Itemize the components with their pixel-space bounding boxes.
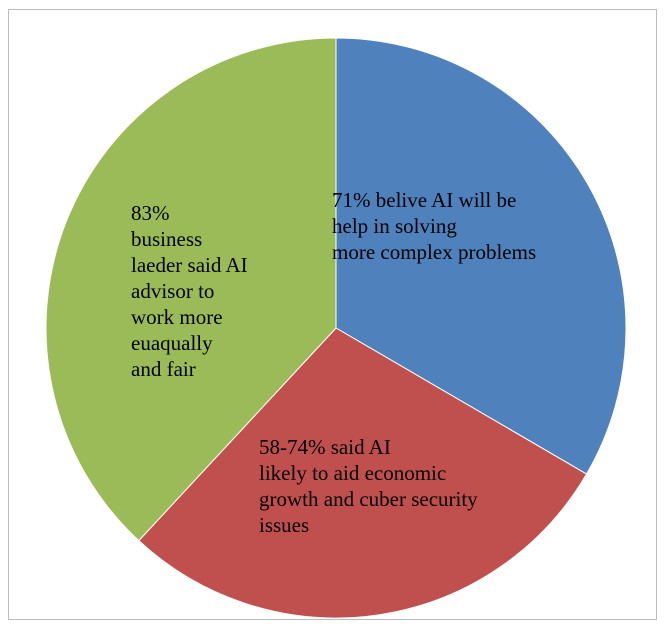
chart-frame: 71% belive AI will be help in solving mo…	[8, 9, 657, 620]
pie-slice-business-leader	[45, 37, 337, 542]
slice-label-business-leader: 83% business laeder said AI advisor to w…	[131, 201, 248, 381]
slice-label-economic-growth: 58-74% said AI likely to aid economic gr…	[259, 435, 478, 537]
pie-slice-economic-growth	[138, 327, 588, 619]
pie-slice-ai-complex-problems	[335, 37, 627, 475]
slice-label-ai-complex-problems: 71% belive AI will be help in solving mo…	[332, 188, 537, 264]
pie-chart	[45, 37, 627, 619]
